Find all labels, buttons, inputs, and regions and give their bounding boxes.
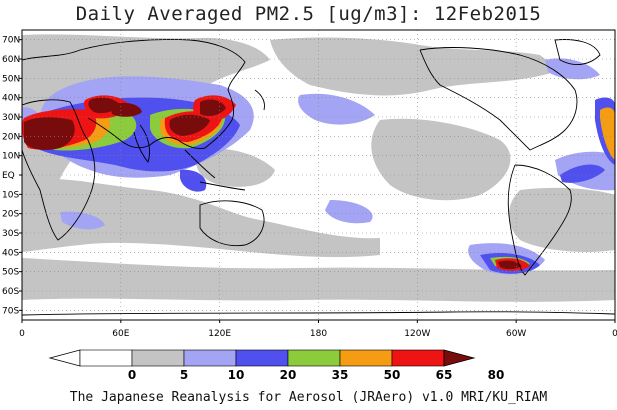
latitude-label: 50N — [2, 74, 20, 84]
latitude-labels: 70N 60N 50N 40N 30N 20N 10N EQ 10S 20S 30S 40S 50S 60… — [2, 36, 22, 316]
coastlines — [22, 39, 615, 316]
latitude-label: EQ — [2, 171, 15, 181]
latitude-label: 60N — [2, 55, 20, 65]
colorbar-segment — [79, 349, 133, 367]
longitude-label: 120E — [208, 329, 231, 339]
latitude-label: 30N — [2, 113, 20, 123]
latitude-label: 30S — [2, 229, 19, 239]
latitude-label: 20N — [2, 132, 20, 142]
latitude-label: 70N — [2, 36, 20, 46]
latitude-label: 70S — [2, 306, 19, 316]
colorbar-label: 20 — [280, 368, 297, 382]
latitude-label: 20S — [2, 210, 19, 220]
longitude-label: 0 — [19, 329, 25, 339]
latitude-label: 60S — [2, 287, 19, 297]
colorbar-label: 0 — [128, 368, 136, 382]
pm25-level-80-plus — [24, 97, 522, 270]
longitude-label: 120W — [404, 329, 430, 339]
map-title: Daily Averaged PM2.5 [ug/m3]: 12Feb2015 — [75, 3, 542, 25]
colorbar-label: 50 — [384, 368, 401, 382]
latitude-label: 40N — [2, 94, 20, 104]
footer-credit: The Japanese Reanalysis for Aerosol (JRA… — [69, 390, 548, 405]
latitude-label: 10S — [2, 190, 19, 200]
latitude-label: 50S — [2, 268, 19, 278]
colorbar-segment — [339, 349, 393, 367]
colorbar-segment — [183, 349, 237, 367]
latitude-label: 10N — [2, 152, 20, 162]
latitude-label: 40S — [2, 248, 19, 258]
colorbar-segment — [391, 349, 445, 367]
colorbar-label: 5 — [180, 368, 188, 382]
colorbar: 0 5 10 20 35 50 65 80 — [48, 349, 505, 382]
longitude-label: 60E — [112, 329, 129, 339]
colorbar-segment — [131, 349, 185, 367]
colorbar-max-arrow — [443, 349, 476, 367]
longitude-label: 180 — [310, 329, 327, 339]
colorbar-min-arrow — [48, 349, 81, 367]
colorbar-label: 65 — [436, 368, 453, 382]
colorbar-label: 35 — [332, 368, 349, 382]
colorbar-segment — [287, 349, 341, 367]
longitude-labels: 0 60E 120E 180 120W 60W 0 — [19, 320, 617, 339]
longitude-label: 60W — [506, 329, 526, 339]
colorbar-label: 10 — [228, 368, 245, 382]
pm25-field — [22, 34, 615, 302]
colorbar-label: 80 — [488, 368, 505, 382]
colorbar-segment — [235, 349, 289, 367]
longitude-label: 0 — [612, 329, 617, 339]
